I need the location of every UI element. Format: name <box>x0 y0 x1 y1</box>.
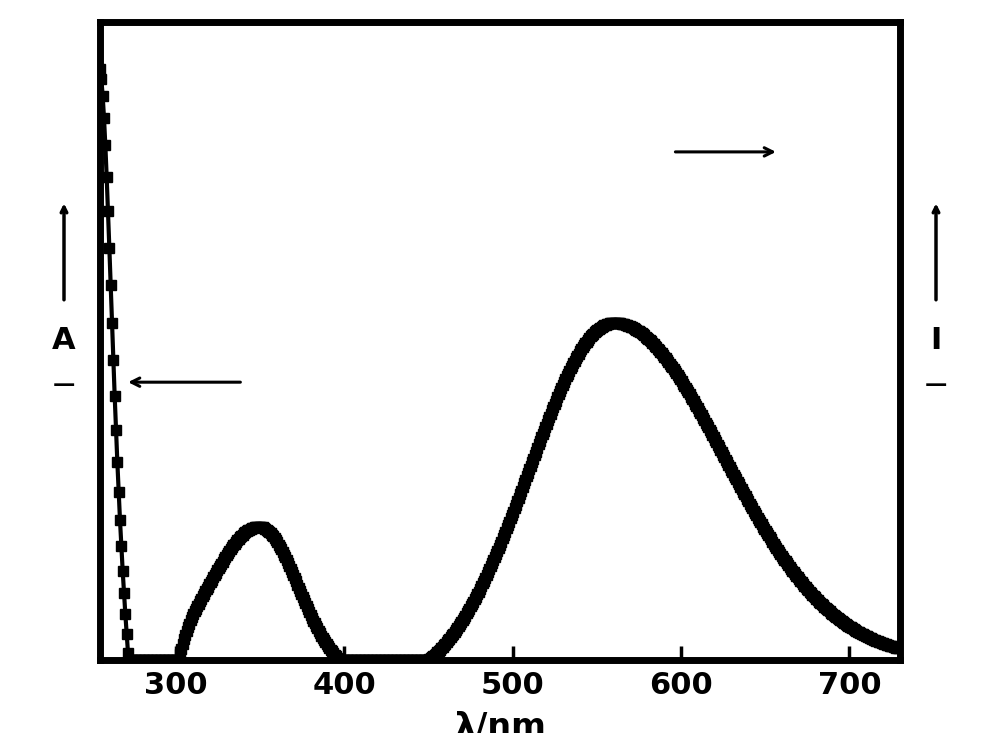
Text: —: — <box>925 375 947 396</box>
Text: A: A <box>52 326 76 356</box>
Text: I: I <box>930 326 942 356</box>
Text: —: — <box>53 375 75 396</box>
X-axis label: λ/nm: λ/nm <box>454 711 546 733</box>
